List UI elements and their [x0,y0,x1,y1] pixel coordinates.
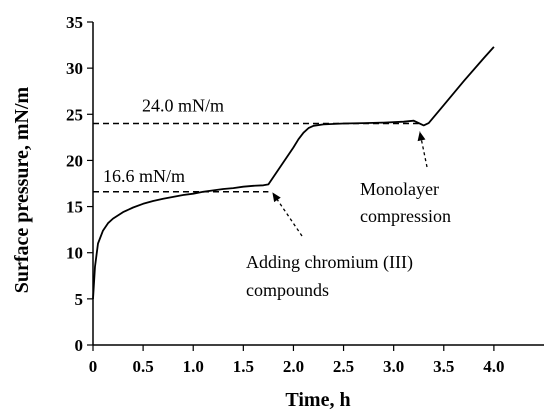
y-tick-label: 25 [66,105,83,124]
x-tick-label: 4.0 [483,357,504,376]
x-tick-label: 2.5 [333,357,354,376]
annotations [271,131,428,237]
annotation-adding-line2: compounds [246,280,329,300]
x-tick-label: 3.5 [433,357,454,376]
annotation-arrow-head [272,192,281,203]
y-tick-label: 20 [66,151,83,170]
x-tick-label: 0 [89,357,98,376]
x-axis-title: Time, h [285,389,350,411]
y-tick-label: 0 [75,336,84,355]
y-axis-title: Surface pressure, mN/m [11,86,33,293]
y-tick-label: 5 [75,290,84,309]
reference-label-24: 24.0 mN/m [142,96,224,116]
x-tick-label: 3.0 [383,357,404,376]
annotation-arrow-head [417,131,426,142]
annotation-monolayer-line1: Monolayer [360,179,439,199]
series-line [92,46,495,299]
x-tick-label: 1.5 [233,357,254,376]
reference-label-16-6: 16.6 mN/m [103,166,185,186]
x-tick-label: 0.5 [132,357,153,376]
y-tick-label: 10 [66,244,83,263]
x-tick-label: 1.0 [183,357,204,376]
annotation-monolayer-line2: compression [360,206,451,226]
annotation-adding-line1: Adding chromium (III) [246,252,413,273]
y-tick-label: 30 [66,59,83,78]
y-tick-label: 35 [66,13,83,32]
tick-labels: 0 5 10 15 20 25 30 35 0 0.5 1.0 1.5 2.0 2.5 3.0 3.5 4.0 [66,13,505,376]
y-tick-label: 15 [66,198,83,217]
x-tick-label: 2.0 [283,357,304,376]
series-layer [92,46,495,299]
axes [87,21,544,351]
